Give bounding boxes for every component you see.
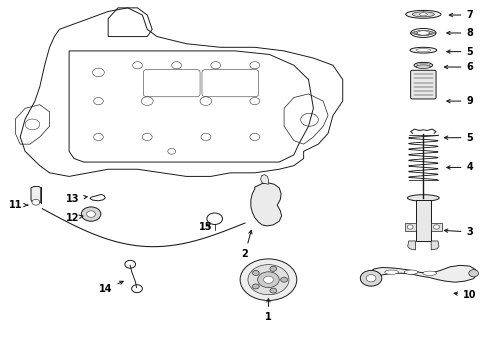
Circle shape <box>32 199 40 205</box>
Text: 13: 13 <box>66 194 87 204</box>
Ellipse shape <box>385 270 398 274</box>
Ellipse shape <box>419 13 427 16</box>
Text: 5: 5 <box>444 133 473 143</box>
Ellipse shape <box>404 270 418 274</box>
Ellipse shape <box>416 49 431 52</box>
Circle shape <box>252 270 259 275</box>
Text: 3: 3 <box>444 227 473 237</box>
Text: 6: 6 <box>444 62 473 72</box>
Bar <box>405 223 416 231</box>
Bar <box>416 63 430 67</box>
Circle shape <box>270 266 277 271</box>
Text: 11: 11 <box>9 200 28 210</box>
Text: 9: 9 <box>447 96 473 106</box>
Circle shape <box>270 288 277 293</box>
Polygon shape <box>251 183 282 226</box>
Text: 4: 4 <box>447 162 473 172</box>
Text: 8: 8 <box>447 28 473 38</box>
Circle shape <box>434 225 440 229</box>
Text: 15: 15 <box>199 222 213 232</box>
Circle shape <box>281 277 288 282</box>
Circle shape <box>258 272 279 288</box>
Ellipse shape <box>410 47 437 53</box>
Text: 5: 5 <box>447 46 473 57</box>
Circle shape <box>240 259 297 301</box>
FancyBboxPatch shape <box>411 70 436 99</box>
Circle shape <box>360 270 382 286</box>
Ellipse shape <box>416 30 430 33</box>
Circle shape <box>252 284 259 289</box>
Text: 14: 14 <box>99 281 123 294</box>
Text: 7: 7 <box>449 10 473 20</box>
Ellipse shape <box>406 10 441 18</box>
Ellipse shape <box>411 32 436 35</box>
Text: 2: 2 <box>242 230 252 258</box>
Bar <box>416 200 431 241</box>
Ellipse shape <box>414 32 433 35</box>
Circle shape <box>366 275 376 282</box>
Circle shape <box>87 211 96 217</box>
Ellipse shape <box>423 271 437 275</box>
Circle shape <box>81 207 101 221</box>
Ellipse shape <box>414 62 433 68</box>
Circle shape <box>264 276 273 283</box>
Ellipse shape <box>417 31 429 35</box>
Polygon shape <box>408 241 416 250</box>
Polygon shape <box>31 186 41 203</box>
Ellipse shape <box>408 195 439 201</box>
Polygon shape <box>431 241 439 250</box>
Ellipse shape <box>414 31 433 34</box>
Polygon shape <box>261 175 269 184</box>
Polygon shape <box>368 265 477 284</box>
Circle shape <box>469 270 479 277</box>
Text: 1: 1 <box>265 299 272 322</box>
Ellipse shape <box>416 33 430 36</box>
Ellipse shape <box>416 65 430 68</box>
Circle shape <box>407 225 413 229</box>
Circle shape <box>248 265 289 295</box>
Bar <box>431 223 442 231</box>
Ellipse shape <box>413 12 434 17</box>
Text: 10: 10 <box>454 290 476 300</box>
Text: 12: 12 <box>66 213 83 223</box>
